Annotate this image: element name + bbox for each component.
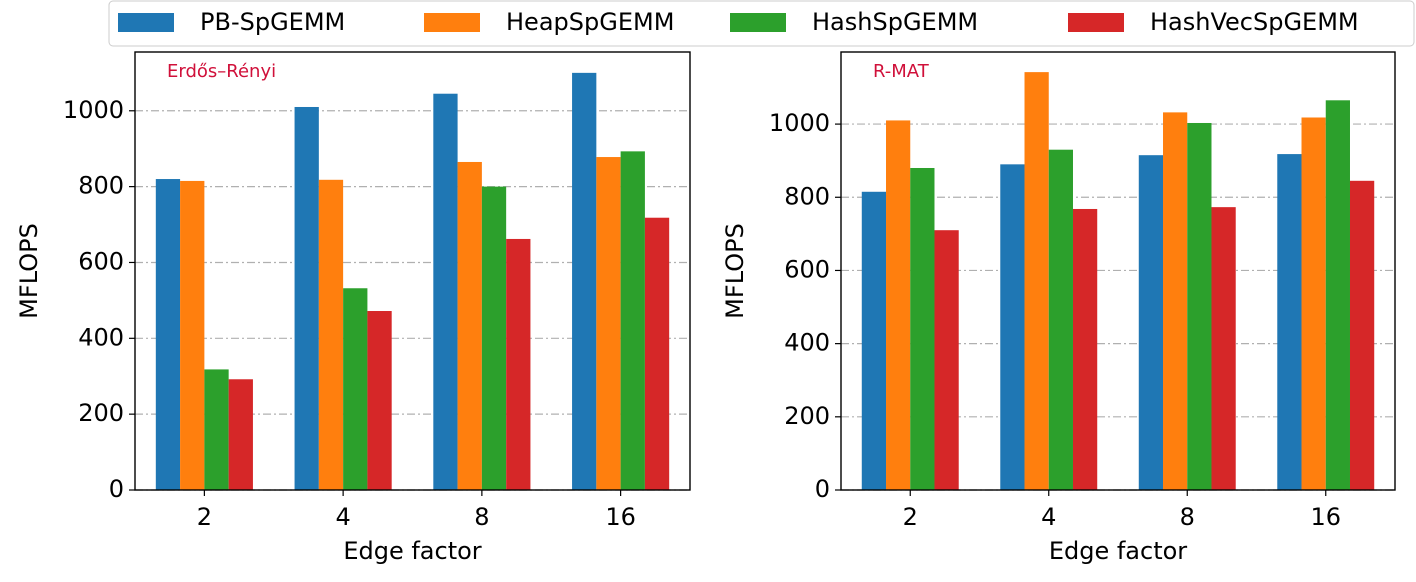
x-tick-label: 2 — [903, 503, 918, 531]
bar — [180, 180, 205, 490]
bar — [861, 191, 887, 490]
bar — [910, 167, 935, 490]
bar — [620, 151, 645, 491]
y-axis-label: MFLOPS — [15, 223, 43, 319]
x-tick-label: 8 — [1180, 503, 1195, 531]
legend-label: HashVecSpGEMM — [1150, 8, 1359, 36]
y-tick-label: 1000 — [769, 109, 830, 137]
plot-frame — [134, 51, 691, 491]
bar — [367, 311, 392, 490]
bar — [572, 72, 597, 490]
bar — [1277, 154, 1302, 491]
x-axis-label: Edge factor — [1049, 537, 1187, 565]
bar — [318, 179, 344, 490]
bar — [886, 120, 911, 491]
bar — [343, 288, 368, 490]
legend-label: HashSpGEMM — [812, 8, 978, 36]
x-tick-label: 4 — [1041, 503, 1056, 531]
bar — [1301, 117, 1326, 490]
bar — [1325, 100, 1350, 490]
legend-swatch — [118, 13, 174, 32]
bar — [294, 106, 319, 491]
x-axis-label: Edge factor — [343, 537, 481, 565]
legend-label: PB-SpGEMM — [200, 8, 345, 36]
bar — [1349, 180, 1375, 490]
bar — [433, 93, 458, 490]
bar — [506, 238, 531, 490]
bar — [204, 369, 229, 490]
y-tick-label: 1000 — [63, 96, 124, 124]
bar — [1000, 164, 1025, 490]
y-tick-label: 600 — [784, 255, 830, 283]
y-tick-label: 0 — [109, 475, 124, 503]
bar — [1211, 207, 1236, 490]
legend-swatch — [1068, 13, 1124, 32]
annotation: Erdős–Rényi — [167, 61, 276, 82]
bar — [596, 157, 621, 490]
annotation: R-MAT — [873, 61, 930, 82]
y-axis-label: MFLOPS — [721, 223, 749, 319]
bar — [228, 379, 253, 490]
bar — [934, 230, 959, 490]
y-tick-label: 800 — [784, 182, 830, 210]
y-tick-label: 800 — [78, 172, 124, 200]
x-tick-label: 8 — [474, 503, 489, 531]
y-tick-label: 600 — [78, 247, 124, 275]
bar — [155, 179, 181, 491]
legend-label: HeapSpGEMM — [506, 8, 674, 36]
y-tick-label: 200 — [78, 399, 124, 427]
y-tick-label: 200 — [784, 402, 830, 430]
bar — [1163, 112, 1188, 490]
x-tick-label: 2 — [197, 503, 212, 531]
bar — [1138, 155, 1164, 490]
bar — [1187, 122, 1212, 491]
y-tick-label: 0 — [815, 475, 830, 503]
x-tick-label: 4 — [335, 503, 350, 531]
y-tick-label: 400 — [784, 329, 830, 357]
bar — [1024, 72, 1049, 491]
bar — [1048, 149, 1073, 490]
bar — [1072, 208, 1098, 490]
legend-swatch — [424, 13, 480, 32]
bar — [457, 161, 482, 490]
bar — [644, 217, 670, 490]
x-tick-label: 16 — [1310, 503, 1341, 531]
x-tick-label: 16 — [605, 503, 636, 531]
y-tick-label: 400 — [78, 323, 124, 351]
bar — [481, 186, 507, 490]
legend-swatch — [730, 13, 786, 32]
plot-frame — [840, 51, 1396, 491]
